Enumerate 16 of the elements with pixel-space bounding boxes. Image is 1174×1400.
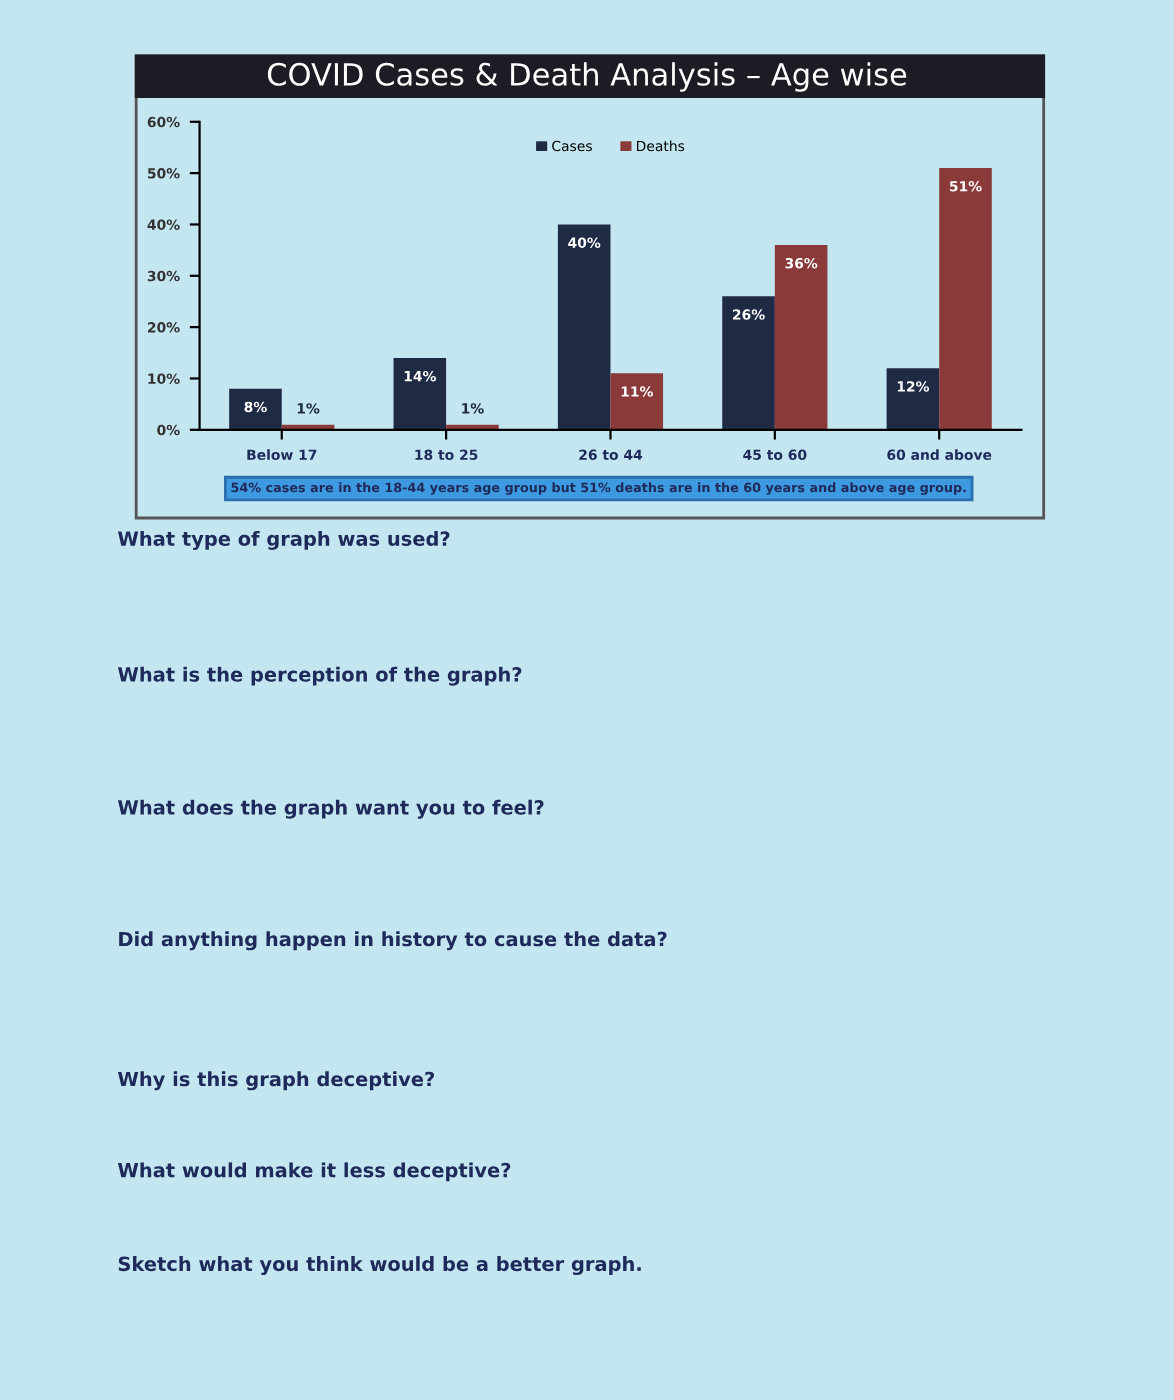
- bar: [722, 296, 775, 430]
- bar: [939, 168, 992, 430]
- text: Did anything happen in history to cause the data?: [119, 931, 667, 951]
- bar: [610, 373, 664, 430]
- text: What is the perception of the graph?: [117, 666, 522, 686]
- text: What type of graph was used?: [117, 530, 450, 550]
- bar: [557, 224, 611, 430]
- text: What does the graph want you to feel?: [117, 799, 544, 819]
- text: What would make it less deceptive?: [117, 1162, 511, 1182]
- bar: [393, 357, 447, 430]
- bar: [886, 368, 940, 430]
- bar: [774, 245, 828, 430]
- chart-title: COVID Cases & Death Analysis – Age wise: [267, 62, 907, 92]
- bar: [229, 388, 282, 430]
- text: Sketch what you think would be a better graph.: [118, 1256, 641, 1276]
- text: Why is this graph deceptive?: [117, 1071, 435, 1091]
